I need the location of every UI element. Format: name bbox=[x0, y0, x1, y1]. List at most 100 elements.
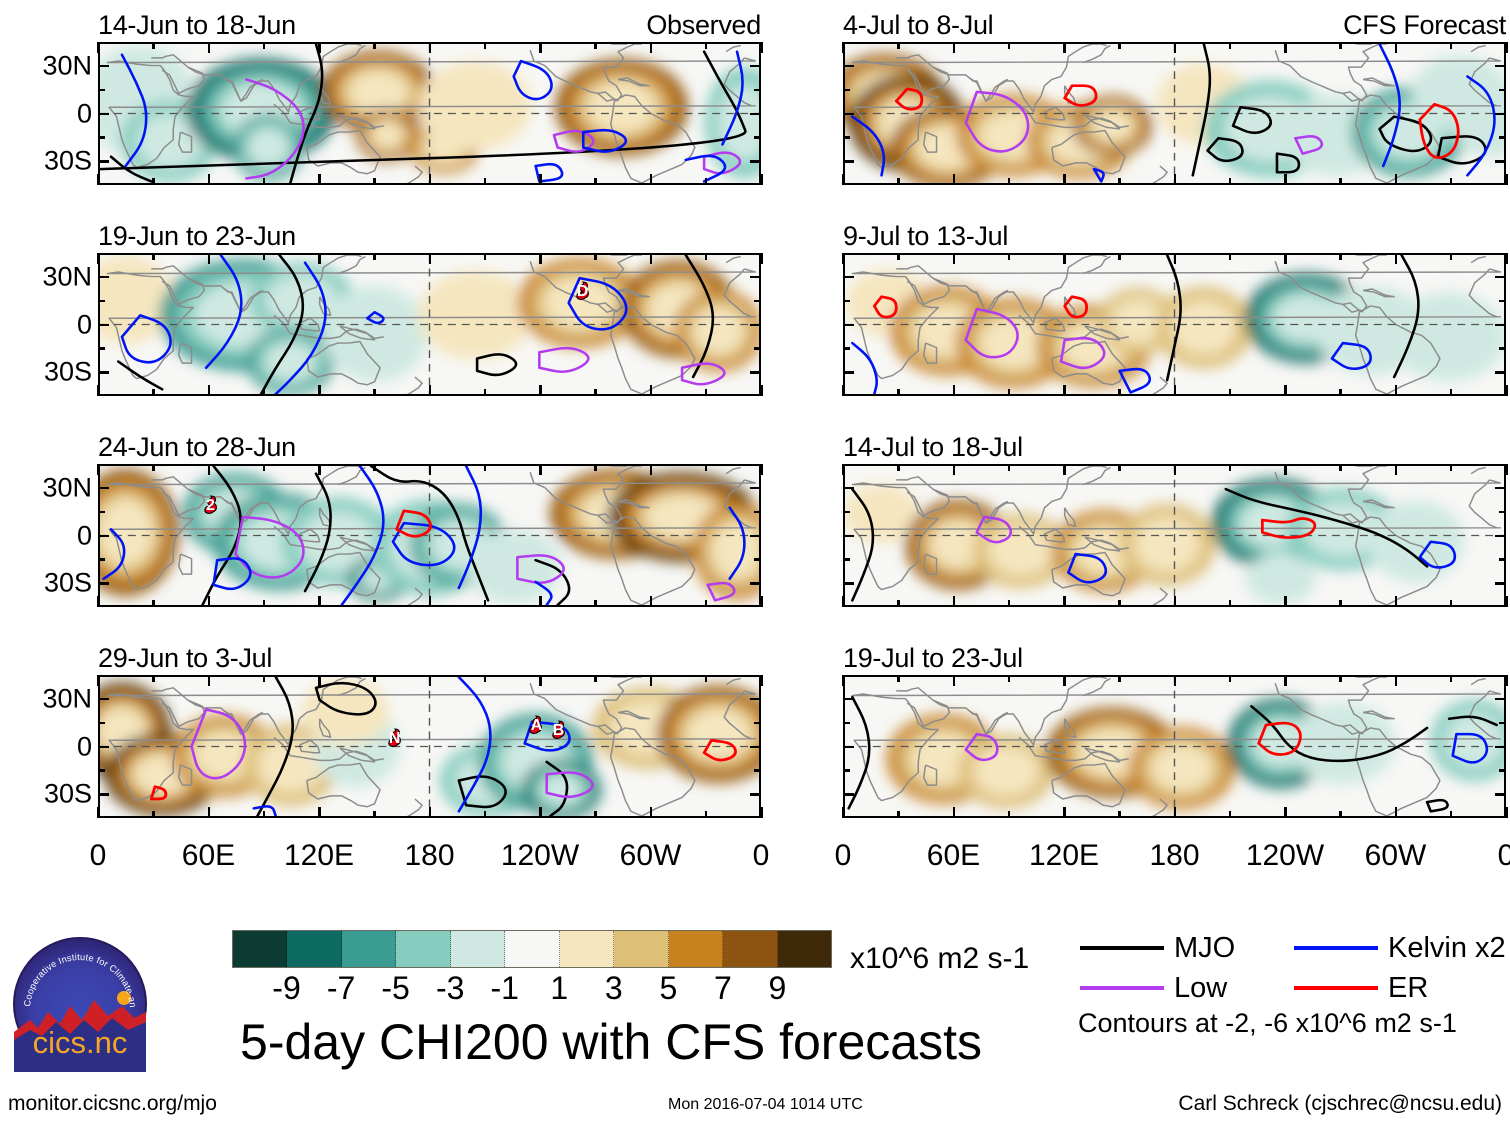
x-tick-label: 0 bbox=[1497, 839, 1510, 872]
colorbar-swatch bbox=[614, 931, 669, 967]
x-tick bbox=[1063, 385, 1066, 396]
x-tick bbox=[1118, 178, 1121, 185]
coastline-path bbox=[1082, 255, 1111, 275]
y-tick bbox=[843, 697, 854, 701]
x-tick bbox=[1118, 464, 1121, 471]
x-tick bbox=[373, 389, 376, 396]
x-tick bbox=[1173, 596, 1176, 607]
x-tick bbox=[594, 389, 597, 396]
y-tick-label: 30N bbox=[42, 261, 92, 292]
x-tick bbox=[1118, 811, 1121, 818]
x-tick bbox=[1063, 807, 1066, 818]
y-tick bbox=[1495, 534, 1506, 537]
x-tick bbox=[1394, 675, 1397, 686]
contour-kelvin bbox=[102, 528, 126, 581]
x-tick bbox=[760, 675, 763, 686]
coastline-path bbox=[896, 255, 1108, 324]
contour-mjo bbox=[201, 466, 242, 605]
x-tick bbox=[1063, 42, 1066, 53]
legend-line-swatch bbox=[1080, 986, 1164, 990]
coastline-path bbox=[1470, 677, 1486, 686]
y-tick bbox=[754, 721, 761, 725]
contour-kelvin bbox=[204, 255, 243, 370]
x-tick bbox=[1394, 253, 1397, 264]
shading-contour bbox=[100, 498, 154, 566]
x-tick bbox=[1449, 42, 1453, 49]
x-tick bbox=[539, 596, 542, 607]
coastline-path bbox=[1342, 513, 1364, 524]
y-tick-label: 0 bbox=[76, 309, 92, 339]
x-tick bbox=[1284, 464, 1287, 475]
contour-mjo bbox=[1206, 136, 1244, 163]
coastline-path bbox=[298, 739, 321, 754]
panel-title: 19-Jun to 23-Jun bbox=[98, 221, 296, 251]
y-tick bbox=[754, 510, 761, 514]
y-tick bbox=[98, 371, 109, 374]
coastline-path bbox=[609, 94, 696, 183]
column-header: Observed bbox=[646, 10, 761, 40]
y-tick bbox=[1499, 558, 1506, 561]
y-tick bbox=[750, 745, 761, 748]
coastline-path bbox=[151, 677, 363, 746]
x-tick bbox=[1339, 42, 1342, 49]
footer-url[interactable]: monitor.cicsnc.org/mjo bbox=[8, 1092, 217, 1115]
panel-fcst-2: 9-Jul to 13-Jul bbox=[842, 221, 1508, 396]
storm-marker: A bbox=[525, 714, 547, 738]
coastline-path bbox=[406, 165, 423, 183]
y-tick bbox=[750, 486, 761, 490]
coastline-path bbox=[529, 255, 642, 313]
y-tick bbox=[750, 275, 761, 279]
wave-contours bbox=[851, 255, 1420, 394]
x-tick bbox=[318, 596, 321, 607]
coastline-path bbox=[617, 77, 650, 87]
x-tick bbox=[1063, 596, 1066, 607]
legend-label: Low bbox=[1174, 972, 1228, 1004]
coastline-path bbox=[597, 91, 619, 102]
y-tick bbox=[98, 347, 105, 350]
coastline-path bbox=[1084, 325, 1121, 341]
y-tick bbox=[754, 88, 761, 92]
coastline-path bbox=[337, 44, 366, 64]
x-tick bbox=[318, 385, 321, 396]
y-tick-label: 30N bbox=[42, 50, 92, 81]
coastline-path bbox=[1043, 317, 1066, 332]
shading-contour bbox=[1133, 516, 1201, 573]
x-tick bbox=[649, 253, 652, 264]
x-tick bbox=[1228, 178, 1232, 185]
map-canvas bbox=[845, 466, 1504, 605]
x-tick bbox=[594, 42, 597, 49]
x-tick bbox=[1228, 811, 1232, 818]
colorbar-swatch bbox=[341, 931, 397, 967]
x-tick bbox=[842, 807, 845, 818]
y-tick bbox=[1495, 160, 1506, 163]
coastline-path bbox=[306, 340, 381, 386]
coastline-path bbox=[1342, 724, 1364, 735]
y-tick bbox=[1495, 745, 1506, 748]
y-tick bbox=[750, 112, 761, 115]
contour-kelvin bbox=[1118, 367, 1152, 394]
coastline-path bbox=[339, 747, 376, 763]
contour-kelvin bbox=[567, 276, 628, 331]
colorbar-swatch bbox=[723, 931, 778, 967]
x-tick-label: 180 bbox=[404, 839, 455, 872]
y-tick bbox=[1495, 793, 1506, 796]
storm-marker: N bbox=[384, 727, 406, 751]
panel-obs-2: 19-Jun to 23-Jun D bbox=[97, 221, 763, 396]
x-tick bbox=[649, 385, 652, 396]
legend-row: Low ER bbox=[1080, 968, 1500, 1008]
y-tick-label: 0 bbox=[76, 520, 92, 550]
coastline-path bbox=[151, 255, 363, 324]
shading-layer bbox=[100, 469, 759, 604]
contour-mjo bbox=[1165, 255, 1182, 382]
contour-mjo bbox=[1425, 798, 1449, 813]
x-tick bbox=[1284, 385, 1287, 396]
x-tick bbox=[1339, 811, 1342, 818]
coastline-path bbox=[1151, 376, 1168, 394]
coastline-path bbox=[1043, 528, 1066, 543]
x-tick bbox=[207, 174, 210, 185]
x-tick bbox=[483, 675, 487, 682]
shading-contour bbox=[1367, 500, 1465, 583]
x-tick bbox=[373, 675, 376, 682]
x-tick bbox=[704, 178, 708, 185]
x-tick bbox=[594, 675, 597, 682]
